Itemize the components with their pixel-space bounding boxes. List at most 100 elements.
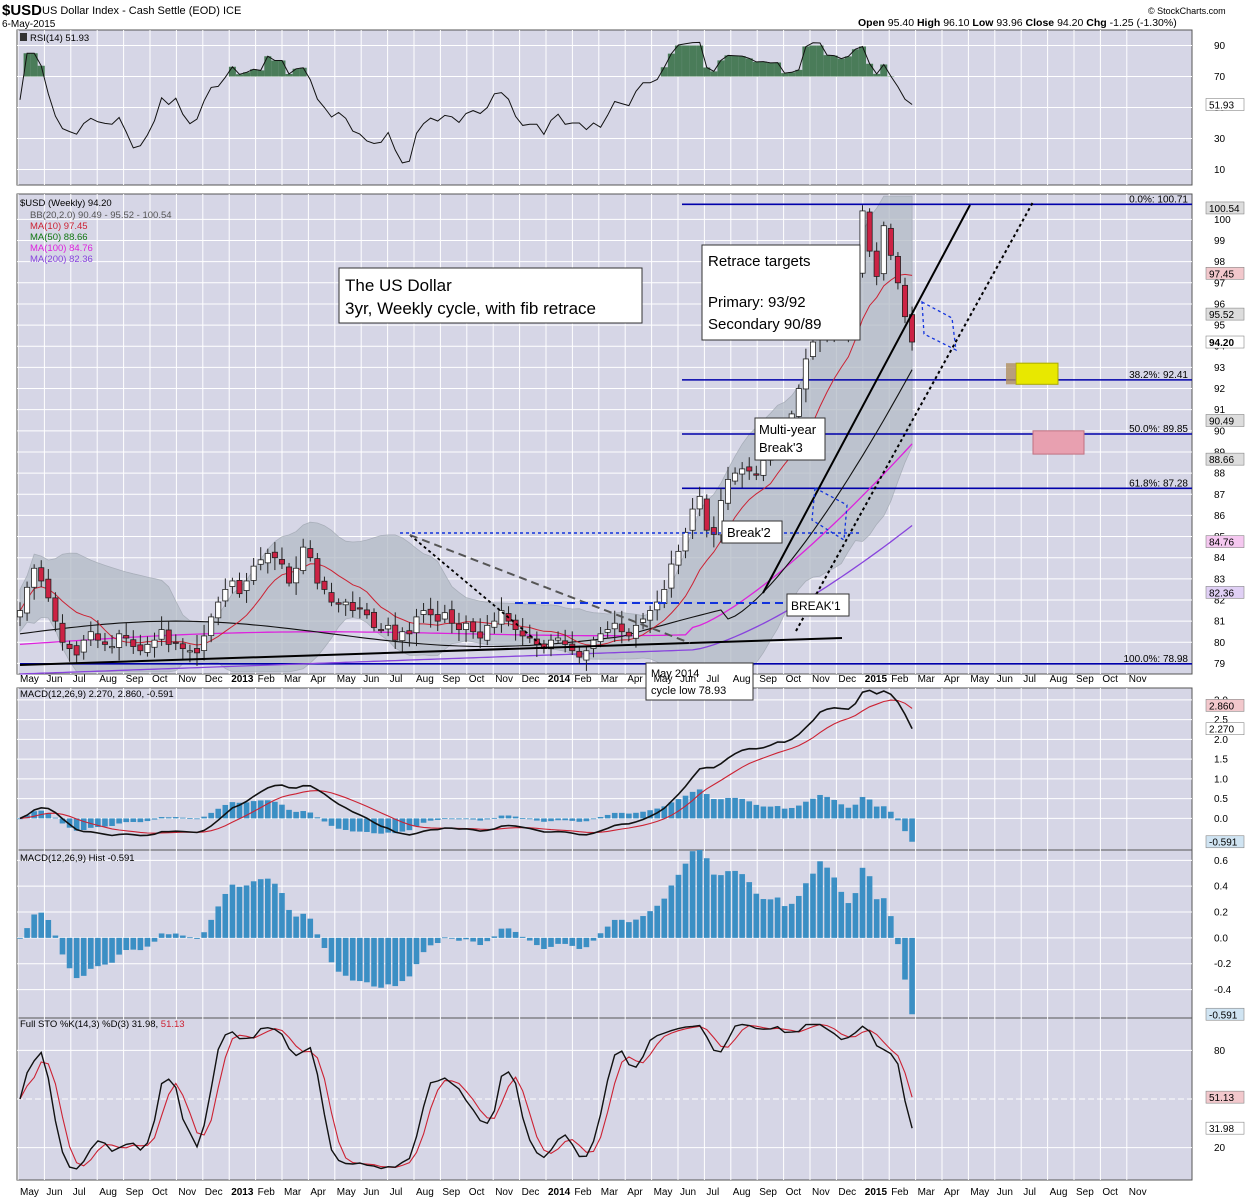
right-value-box: [1205, 266, 1245, 280]
candle: [94, 620, 101, 649]
candle: [434, 600, 441, 632]
y-axis-tick-label: 80: [1214, 638, 1226, 649]
hist-bar: [371, 937, 377, 987]
y-axis-tick-label: 83: [1214, 574, 1226, 585]
x-axis-tick-label: Mar: [284, 674, 302, 685]
hist-bar: [307, 918, 314, 938]
x-axis-tick-label: Dec: [522, 674, 540, 685]
svg-text:Primary: 93/92: Primary: 93/92: [708, 294, 806, 311]
candle: [498, 597, 505, 633]
hist-bar: [711, 874, 717, 938]
hist-bar: [187, 937, 193, 939]
macd-bar: [413, 818, 420, 827]
candle: [45, 569, 52, 602]
candle: [38, 560, 45, 588]
title-annotation: The US Dollar 3yr, Weekly cycle, with fi…: [338, 267, 643, 324]
candle: [172, 634, 179, 651]
hist-bar: [208, 919, 214, 938]
y-axis-tick-label: 100: [1214, 215, 1231, 226]
x-axis-tick-label: Nov: [1129, 1187, 1147, 1198]
candle: [335, 598, 342, 613]
hist-bar: [420, 937, 427, 953]
macd-bar: [668, 802, 675, 819]
svg-text:Multi-year: Multi-year: [759, 422, 817, 437]
bollinger-band: [19, 195, 913, 673]
candle: [116, 629, 123, 661]
hist-bar: [45, 919, 52, 938]
candle: [583, 646, 590, 671]
macd-bar: [243, 802, 250, 819]
flag-pattern: [921, 300, 957, 352]
y-axis-tick-label: 88: [1214, 469, 1226, 480]
x-axis-tick-label: Oct: [786, 1187, 802, 1198]
hist-bar: [293, 916, 299, 938]
hist-bar: [845, 903, 852, 938]
hist-bar: [718, 875, 724, 938]
candle: [654, 590, 661, 621]
macd-bar: [888, 811, 894, 819]
right-value-box: [1205, 535, 1245, 548]
macd-bar: [442, 818, 448, 820]
x-axis-tick-label: Mar: [918, 1187, 936, 1198]
macd-bar: [427, 818, 434, 821]
hist-bar: [590, 937, 597, 941]
x-axis-tick-label: Oct: [152, 674, 168, 685]
x-axis-tick-label: Jul: [1023, 1187, 1036, 1198]
right-value-label: 94.20: [1209, 338, 1234, 349]
macd-bar: [711, 799, 717, 819]
macd-bar: [902, 818, 908, 832]
hist-bar: [746, 882, 753, 938]
rsi-line: [19, 41, 913, 164]
hist-bar: [80, 937, 87, 976]
macd-hist-panel: [16, 849, 1193, 1019]
hist-bar: [512, 931, 519, 938]
x-axis-tick-label: Oct: [152, 1187, 168, 1198]
candle: [52, 592, 59, 632]
macd-hist-bars: [17, 850, 915, 1015]
right-value-label: 2.860: [1209, 701, 1234, 712]
y-axis-tick-label: 0.0: [1214, 814, 1228, 825]
macd-bar: [342, 818, 349, 830]
candle: [392, 612, 399, 649]
hist-bar: [888, 916, 894, 938]
hist-bar: [803, 883, 809, 938]
candle: [66, 640, 73, 662]
y-axis-tick-label: 70: [1214, 72, 1226, 83]
hist-bar: [597, 933, 604, 938]
candle: [201, 624, 208, 661]
hist-bar: [668, 885, 675, 938]
x-axis-tick-label: Dec: [522, 1187, 540, 1198]
x-axis-tick-label: Jun: [680, 674, 696, 685]
macd-legend: MACD(12,26,9) 2.270, 2.860, -0.591: [20, 689, 174, 700]
candle: [753, 465, 760, 481]
break2-annotation: Break'2: [721, 520, 783, 544]
macd-bar: [272, 801, 278, 819]
x-axis-tick-label: May: [970, 674, 989, 685]
macd-bar: [880, 806, 887, 819]
hist-bar: [201, 932, 207, 938]
macd-bar: [810, 798, 816, 819]
candle: [101, 632, 108, 652]
macd-bar: [371, 818, 377, 834]
hist-bar: [626, 922, 632, 938]
hist-bar: [328, 937, 335, 963]
x-axis-tick-label: Dec: [838, 674, 856, 685]
candle: [894, 252, 901, 290]
candle: [640, 612, 647, 630]
macd-bar: [109, 818, 115, 826]
candle: [710, 516, 717, 548]
macd-bar: [739, 798, 745, 819]
candle: [144, 636, 151, 657]
macd-bar: [824, 796, 830, 819]
hist-bar: [781, 906, 788, 938]
x-axis-tick-label: Sep: [1076, 1187, 1094, 1198]
fib-level-label: 61.8%: 87.28: [1129, 478, 1188, 489]
fib-level-label: 100.0%: 78.98: [1124, 654, 1189, 665]
candle: [484, 615, 491, 646]
macd-bar: [116, 818, 122, 824]
x-axis-tick-label: Apr: [310, 1187, 326, 1198]
y-axis-tick-label: 97: [1214, 278, 1226, 289]
candle: [689, 498, 696, 540]
hist-bar: [859, 867, 866, 938]
candle: [24, 581, 31, 621]
